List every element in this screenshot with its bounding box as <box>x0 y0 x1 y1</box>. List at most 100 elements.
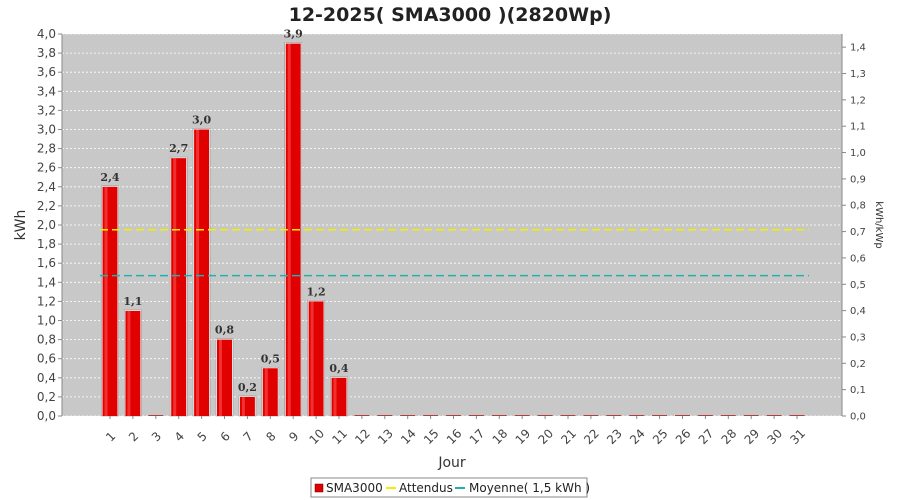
y-axis-right-label: kWh/kWp <box>873 201 884 248</box>
y-axis-right-ticks: 0,0 0,1 0,2 0,3 0,4 0,5 0,6 0,7 0,8 0,9 1,0 1,1 1,2 1… <box>842 43 866 423</box>
x-tick-label: 31 <box>787 426 808 447</box>
x-tick-label: 26 <box>673 426 694 447</box>
y-tick-label: 2,4 <box>37 180 56 194</box>
x-tick-label: 15 <box>421 426 442 447</box>
bar-highlight <box>196 129 200 416</box>
y-axis-label: kWh <box>13 210 29 241</box>
y-right-tick-label: 1,3 <box>850 69 866 80</box>
x-tick-label: 11 <box>329 426 350 447</box>
bar-data-label: 1,1 <box>123 295 142 308</box>
y-tick-label: 3,2 <box>37 103 56 117</box>
x-tick-label: 1 <box>103 429 118 444</box>
x-tick-label: 29 <box>742 426 763 447</box>
y-tick-label: 3,4 <box>37 84 56 98</box>
x-tick-label: 12 <box>352 426 373 447</box>
reference-lines <box>100 229 809 277</box>
bar-data-label: 3,9 <box>284 28 303 41</box>
bar-highlight <box>287 43 291 417</box>
bar-data-label: 2,7 <box>169 142 188 155</box>
y-axis-left-ticks: 0,0 0,2 0,4 0,6 0,8 1,0 1,2 1,4 1,6 1,8 2,0 2,2 2,4 2… <box>37 27 62 423</box>
y-tick-label: 2,0 <box>37 218 56 232</box>
y-tick-label: 1,2 <box>37 294 56 308</box>
y-right-tick-label: 0,9 <box>850 174 866 185</box>
y-right-tick-label: 0,3 <box>850 332 866 343</box>
y-tick-label: 0,6 <box>37 352 56 366</box>
x-tick-label: 22 <box>581 426 602 447</box>
y-tick-label: 0,0 <box>37 409 56 423</box>
bar-highlight <box>127 310 131 416</box>
x-tick-label: 16 <box>444 426 465 447</box>
x-tick-label: 2 <box>126 429 141 444</box>
x-tick-label: 21 <box>558 426 579 447</box>
y-right-tick-label: 1,4 <box>850 43 866 54</box>
x-tick-label: 8 <box>263 429 278 444</box>
bar-highlight <box>219 339 222 416</box>
y-tick-label: 2,6 <box>37 161 56 175</box>
y-tick-label: 3,6 <box>37 65 56 79</box>
y-tick-label: 4,0 <box>37 27 56 41</box>
x-tick-label: 9 <box>286 429 301 444</box>
y-tick-label: 2,8 <box>37 142 56 156</box>
bar-highlight <box>264 368 268 416</box>
y-tick-label: 2,2 <box>37 199 56 213</box>
x-tick-label: 10 <box>306 426 327 447</box>
y-tick-label: 1,6 <box>37 256 56 270</box>
legend-label-sma3000: SMA3000 <box>326 481 383 495</box>
y-tick-label: 1,4 <box>37 275 56 289</box>
bar-highlight <box>104 186 108 416</box>
bar-data-label: 2,4 <box>100 171 119 184</box>
x-tick-label: 14 <box>398 426 419 447</box>
y-right-tick-label: 0,4 <box>850 306 866 317</box>
y-right-tick-label: 0,2 <box>850 359 866 370</box>
legend-label-attendus: Attendus <box>399 481 453 495</box>
x-tick-label: 27 <box>696 426 717 447</box>
y-tick-label: 3,8 <box>37 46 56 60</box>
y-right-tick-label: 0,7 <box>850 227 866 238</box>
y-tick-label: 1,0 <box>37 314 56 328</box>
x-tick-label: 30 <box>764 426 785 447</box>
x-tick-label: 7 <box>240 429 255 444</box>
x-tick-label: 5 <box>195 429 210 444</box>
x-tick-label: 20 <box>535 426 556 447</box>
y-right-tick-label: 1,0 <box>850 148 866 159</box>
x-tick-label: 4 <box>172 429 187 444</box>
bar-data-label: 0,8 <box>215 324 234 337</box>
y-right-tick-label: 0,6 <box>850 253 866 264</box>
x-tick-label: 18 <box>490 426 511 447</box>
legend: SMA3000 Attendus Moyenne( 1,5 kWh ) <box>310 477 590 498</box>
bar-data-label: 0,2 <box>238 381 257 394</box>
legend-box <box>310 477 588 498</box>
x-tick-label: 24 <box>627 426 648 447</box>
legend-swatch-sma3000 <box>314 483 324 493</box>
legend-label-moyenne: Moyenne( 1,5 kWh ) <box>469 481 590 495</box>
bar-data-label: 0,5 <box>261 352 280 365</box>
y-tick-label: 0,8 <box>37 333 56 347</box>
bar-data-label: 3,0 <box>192 114 211 127</box>
y-right-tick-label: 0,1 <box>850 385 866 396</box>
bar-highlight <box>333 377 337 416</box>
x-tick-label: 25 <box>650 426 671 447</box>
y-tick-label: 3,0 <box>37 123 56 137</box>
y-right-tick-label: 1,2 <box>850 95 866 106</box>
y-right-tick-label: 0,0 <box>850 412 866 423</box>
x-tick-label: 6 <box>218 429 233 444</box>
x-tick-label: 28 <box>719 426 740 447</box>
x-tick-label: 3 <box>149 429 164 444</box>
bar-data-label: 0,4 <box>329 362 348 375</box>
bar-highlight <box>310 301 314 416</box>
chart-title: 12-2025( SMA3000 )(2820Wp) <box>289 4 612 26</box>
y-tick-label: 0,4 <box>37 371 56 385</box>
bar-data-label: 1,2 <box>307 285 326 298</box>
y-right-tick-label: 1,1 <box>850 122 866 133</box>
x-tick-label: 13 <box>375 426 396 447</box>
data-labels: 2,4 1,1 2,7 3,0 0,8 0,2 0,5 3,9 1,2 0,4 <box>100 28 348 394</box>
bar-series-sma3000 <box>101 42 805 417</box>
y-right-tick-label: 0,8 <box>850 201 866 212</box>
y-right-tick-label: 0,5 <box>850 280 866 291</box>
gridlines <box>62 33 842 417</box>
x-tick-label: 17 <box>467 426 488 447</box>
bar-highlight <box>173 158 177 416</box>
x-axis-label: Jour <box>437 455 466 471</box>
y-tick-label: 0,2 <box>37 390 56 404</box>
